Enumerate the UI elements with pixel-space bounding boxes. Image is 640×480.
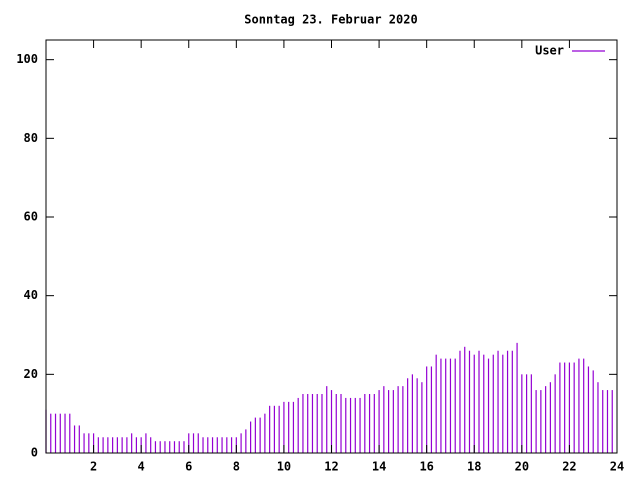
y-tick-label: 40: [24, 288, 38, 302]
legend-label: User: [535, 44, 564, 58]
x-tick-label: 6: [185, 460, 192, 474]
y-tick-label: 60: [24, 210, 38, 224]
y-tick-label: 80: [24, 131, 38, 145]
chart-title: Sonntag 23. Februar 2020: [244, 13, 417, 27]
x-tick-label: 24: [610, 460, 624, 474]
y-tick-label: 20: [24, 367, 38, 381]
y-tick-label: 100: [16, 52, 38, 66]
y-tick-label: 0: [31, 446, 38, 460]
x-tick-label: 8: [233, 460, 240, 474]
x-tick-label: 2: [90, 460, 97, 474]
x-tick-label: 10: [277, 460, 291, 474]
x-tick-label: 22: [562, 460, 576, 474]
x-tick-label: 20: [515, 460, 529, 474]
x-tick-label: 16: [419, 460, 433, 474]
x-tick-label: 4: [138, 460, 145, 474]
x-tick-label: 18: [467, 460, 481, 474]
x-tick-label: 14: [372, 460, 386, 474]
x-tick-label: 12: [324, 460, 338, 474]
